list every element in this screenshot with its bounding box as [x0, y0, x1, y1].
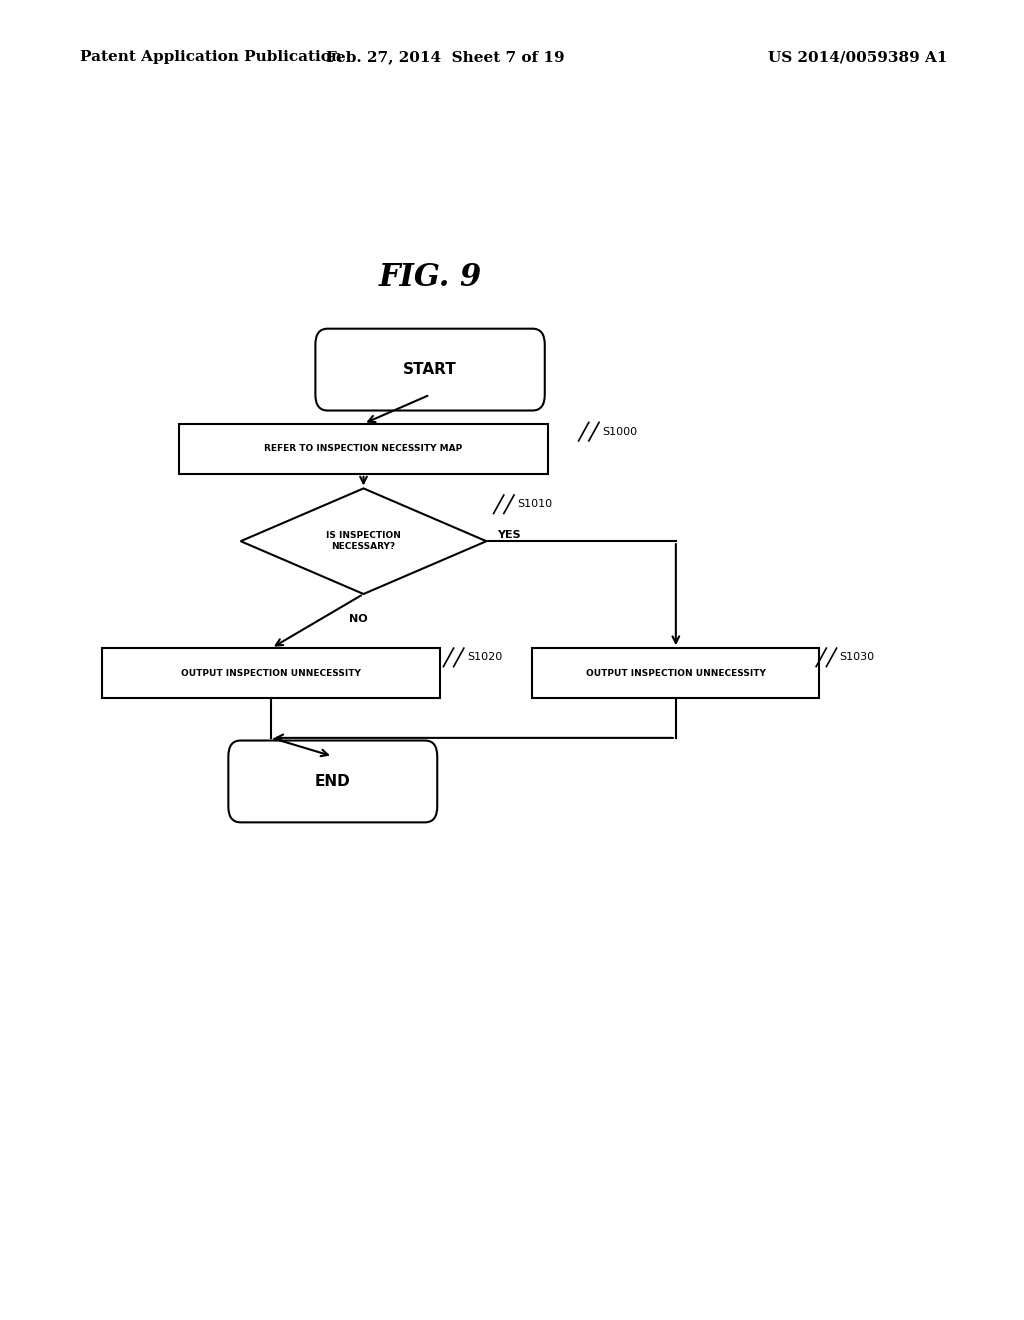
- Text: NO: NO: [349, 614, 368, 624]
- Text: S1020: S1020: [467, 652, 502, 663]
- FancyBboxPatch shape: [228, 741, 437, 822]
- Text: YES: YES: [497, 529, 520, 540]
- Text: START: START: [403, 362, 457, 378]
- Text: S1000: S1000: [602, 426, 637, 437]
- Text: Patent Application Publication: Patent Application Publication: [80, 50, 342, 65]
- Text: US 2014/0059389 A1: US 2014/0059389 A1: [768, 50, 947, 65]
- Text: OUTPUT INSPECTION UNNECESSITY: OUTPUT INSPECTION UNNECESSITY: [586, 669, 766, 677]
- Text: S1030: S1030: [840, 652, 874, 663]
- Polygon shape: [241, 488, 486, 594]
- FancyBboxPatch shape: [315, 329, 545, 411]
- Text: REFER TO INSPECTION NECESSITY MAP: REFER TO INSPECTION NECESSITY MAP: [264, 445, 463, 453]
- Text: FIG. 9: FIG. 9: [379, 261, 481, 293]
- Bar: [532, 648, 819, 698]
- Bar: [102, 648, 440, 698]
- Text: OUTPUT INSPECTION UNNECESSITY: OUTPUT INSPECTION UNNECESSITY: [181, 669, 361, 677]
- Text: Feb. 27, 2014  Sheet 7 of 19: Feb. 27, 2014 Sheet 7 of 19: [326, 50, 565, 65]
- Text: END: END: [315, 774, 350, 789]
- Text: IS INSPECTION
NECESSARY?: IS INSPECTION NECESSARY?: [326, 532, 401, 550]
- Text: S1010: S1010: [517, 499, 552, 510]
- Bar: [179, 424, 548, 474]
